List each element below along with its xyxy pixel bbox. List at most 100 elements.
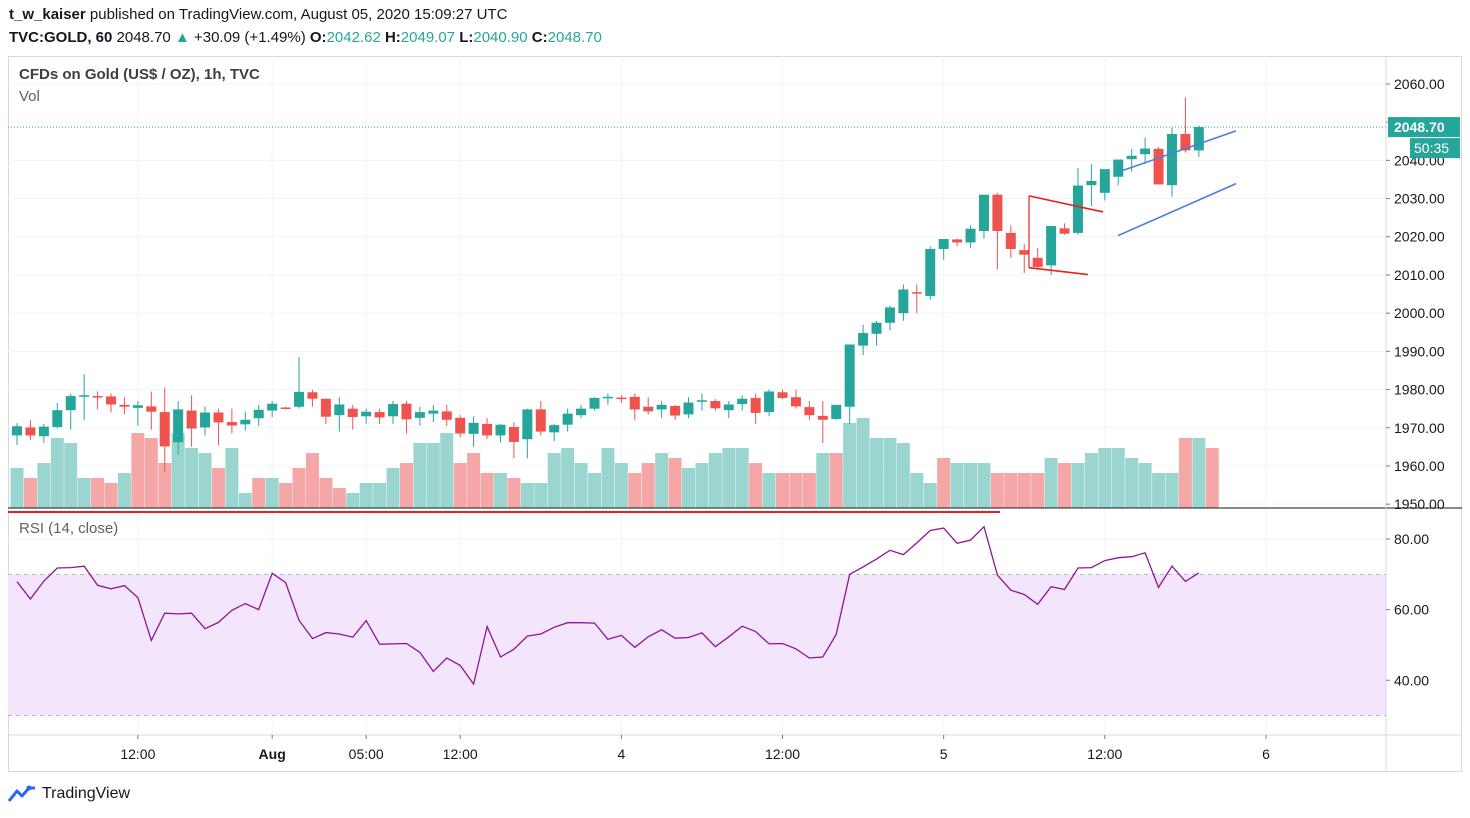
symbol-legend[interactable]: CFDs on Gold (US$ / OZ), 1h, TVC [19,66,260,83]
candle-body [213,412,224,423]
volume-bar [856,418,870,508]
volume-bar [923,483,937,508]
candle-body [1166,133,1177,186]
volume-bar [305,453,319,508]
candle-body [576,408,587,416]
volume-bar [561,448,575,508]
volume-bar [1017,473,1031,508]
volume-bar [843,423,857,508]
countdown-label: 50:35 [1414,140,1449,156]
volume-bar [1084,453,1098,508]
candle-body [25,427,36,436]
volume-bar [1071,463,1085,508]
candle-body [495,424,506,436]
candle-body [817,415,828,420]
candle-body [226,422,237,426]
candle-body [361,411,372,417]
candle-body [200,412,211,428]
volume-bar [480,473,494,508]
volume-bar [1031,473,1045,508]
candle-body [12,426,22,436]
candle-body [159,412,170,447]
volume-bar [507,478,521,508]
volume-bar [614,463,628,508]
volume-bar [211,468,225,508]
volume-bar [1004,473,1018,508]
low-label: L: [459,29,474,46]
candle-body [1059,228,1070,234]
volume-bar [1152,473,1166,508]
volume-bar [332,488,346,508]
candle-body [482,423,493,436]
volume-bar [1192,438,1206,508]
close-value: 2048.70 [547,29,602,46]
candle-body [978,194,989,232]
candle-body [253,409,264,419]
candle-body [119,404,130,407]
volume-bar [493,473,507,508]
rsi-legend[interactable]: RSI (14, close) [19,520,119,537]
candle-body [1113,159,1124,177]
candle-body [280,407,291,410]
volume-bar [265,478,279,508]
candle-body [750,397,761,413]
volume-bar [1138,463,1152,508]
volume-bar [816,453,830,508]
candle-body [670,405,681,416]
volume-bar [641,463,655,508]
time-tick-label: 5 [940,746,948,762]
volume-bar [990,473,1004,508]
time-tick-label: 12:00 [120,746,155,762]
volume-bar [117,473,131,508]
volume-bar [440,433,454,508]
time-tick-label: 12:00 [765,746,800,762]
countdown-badge [1410,138,1460,159]
candle-body [1099,169,1110,193]
candle-body [535,409,546,432]
volume-bar [668,458,682,508]
volume-bar [749,463,763,508]
volume-bar [829,453,843,508]
volume-bar [695,463,709,508]
price-chart[interactable]: 2060.002050.002040.002030.002020.002010.… [8,56,1462,772]
candle-body [1180,133,1191,151]
volume-bar [91,478,105,508]
high-value: 2049.07 [400,29,456,46]
tradingview-logo-icon [8,785,35,802]
change-arrow-icon: ▲ [174,29,190,46]
flag-upper-line [1028,195,1104,213]
candle-body [965,228,976,243]
publisher-name[interactable]: t_w_kaiser [9,6,86,23]
candle-body [267,403,278,411]
volume-bar [776,473,790,508]
volume-bar [628,473,642,508]
volume-bar [399,463,413,508]
open-label: O: [309,29,327,46]
candle-body [777,392,788,398]
volume-bar [413,443,427,508]
candle-body [938,239,949,249]
volume-bar [77,478,91,508]
volume-bar [1205,448,1219,508]
volume-bar [1111,448,1125,508]
open-value: 2042.62 [326,29,381,46]
volume-bar [977,463,991,508]
volume-bar [601,448,615,508]
volume-bar [574,463,588,508]
volume-legend[interactable]: Vol [19,88,40,105]
volume-bar [534,483,548,508]
volume-bar [547,453,561,508]
volume-bar [198,453,212,508]
published-text: published on TradingView.com, August 05,… [89,6,508,23]
candle-body [1126,155,1137,160]
candle-body [1019,250,1030,255]
volume-bar [37,463,51,508]
volume-bar [158,463,172,508]
tradingview-footer[interactable]: TradingView [8,785,130,803]
volume-bar [1125,458,1139,508]
volume-bar [682,468,695,508]
candle-body [804,407,815,416]
volume-bar [373,483,387,508]
price-tick-label: 2030.00 [1394,191,1445,207]
candle-body [79,395,90,397]
